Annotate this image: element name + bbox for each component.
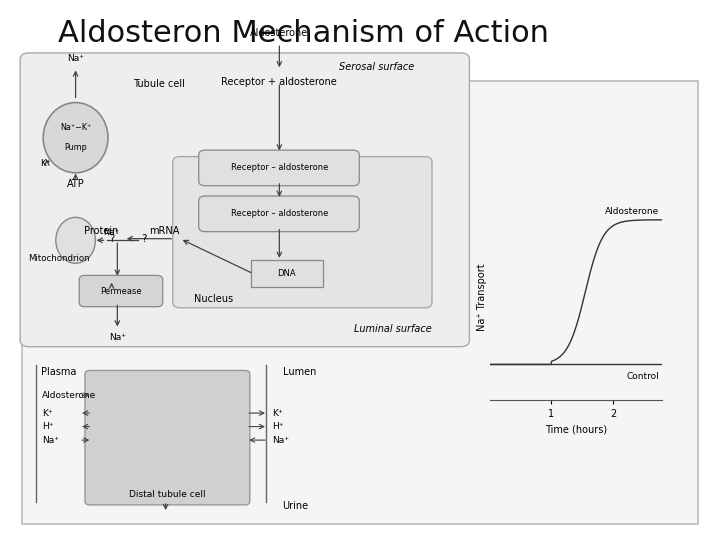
Text: ATP: ATP (67, 179, 84, 188)
Y-axis label: Na⁺ Transport: Na⁺ Transport (477, 263, 487, 331)
Text: Plasma: Plasma (41, 367, 77, 376)
Text: Luminal surface: Luminal surface (354, 325, 432, 334)
Text: Pump: Pump (64, 143, 87, 152)
Text: K⁺: K⁺ (42, 409, 53, 417)
FancyBboxPatch shape (20, 53, 469, 347)
Text: Na⁺: Na⁺ (42, 436, 59, 444)
FancyBboxPatch shape (199, 150, 359, 186)
Text: Receptor + aldosterone: Receptor + aldosterone (222, 77, 337, 87)
Text: Aldosterone: Aldosterone (42, 391, 96, 400)
Text: Urine: Urine (282, 501, 308, 511)
Text: Aldosteron Mechanism of Action: Aldosteron Mechanism of Action (58, 19, 549, 48)
Text: ?: ? (141, 234, 147, 244)
FancyBboxPatch shape (173, 157, 432, 308)
Ellipse shape (56, 217, 95, 263)
Text: Distal tubule cell: Distal tubule cell (130, 490, 206, 498)
Ellipse shape (43, 103, 108, 173)
Text: Protein: Protein (84, 226, 118, 236)
Text: ?: ? (109, 234, 114, 244)
Text: Serosal surface: Serosal surface (338, 63, 414, 72)
Text: Receptor – aldosterone: Receptor – aldosterone (230, 210, 328, 218)
Text: Na⁺: Na⁺ (104, 228, 120, 237)
Text: Mitochondrion: Mitochondrion (28, 254, 90, 263)
Text: Aldosterone: Aldosterone (605, 207, 660, 216)
Text: Aldosterone: Aldosterone (251, 28, 308, 38)
Text: DNA: DNA (277, 269, 296, 278)
Text: Lumen: Lumen (283, 367, 316, 376)
Text: Tubule cell: Tubule cell (133, 79, 185, 89)
Text: Control: Control (626, 372, 660, 381)
FancyBboxPatch shape (85, 370, 250, 505)
FancyBboxPatch shape (199, 196, 359, 232)
Text: Na⁺: Na⁺ (272, 436, 289, 444)
Text: H⁺: H⁺ (42, 422, 53, 431)
Text: mRNA: mRNA (150, 226, 180, 236)
FancyBboxPatch shape (79, 275, 163, 307)
Text: Na⁺: Na⁺ (67, 54, 84, 63)
Text: K⁺: K⁺ (40, 159, 50, 168)
Text: H⁺: H⁺ (272, 422, 284, 431)
Text: Permease: Permease (100, 287, 142, 295)
FancyBboxPatch shape (251, 260, 323, 287)
FancyBboxPatch shape (22, 81, 698, 524)
Text: Receptor – aldosterone: Receptor – aldosterone (230, 164, 328, 172)
Text: K⁺: K⁺ (272, 409, 283, 417)
Text: Nucleus: Nucleus (194, 294, 233, 305)
Text: Na⁺: Na⁺ (109, 333, 126, 342)
X-axis label: Time (hours): Time (hours) (545, 424, 607, 434)
Text: Na⁺−K⁺: Na⁺−K⁺ (60, 124, 91, 132)
